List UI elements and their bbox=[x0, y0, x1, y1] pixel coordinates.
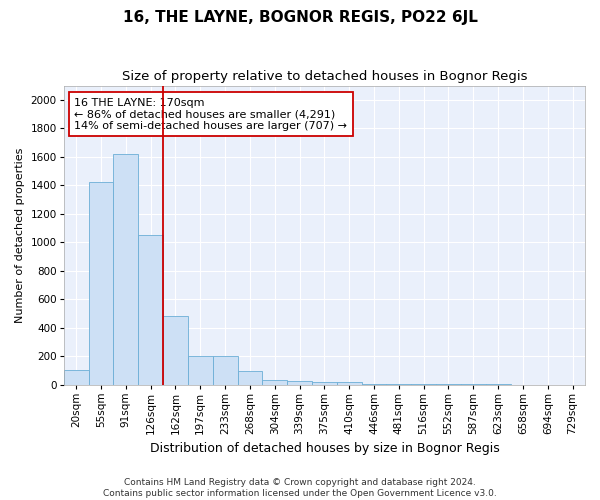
Bar bbox=[64, 370, 89, 384]
Title: Size of property relative to detached houses in Bognor Regis: Size of property relative to detached ho… bbox=[122, 70, 527, 83]
Bar bbox=[287, 381, 312, 384]
Bar bbox=[163, 316, 188, 384]
Bar bbox=[212, 356, 238, 384]
Bar bbox=[238, 371, 262, 384]
Text: 16, THE LAYNE, BOGNOR REGIS, PO22 6JL: 16, THE LAYNE, BOGNOR REGIS, PO22 6JL bbox=[122, 10, 478, 25]
Bar bbox=[138, 235, 163, 384]
Bar bbox=[188, 356, 212, 384]
Bar bbox=[113, 154, 138, 384]
Text: Contains HM Land Registry data © Crown copyright and database right 2024.
Contai: Contains HM Land Registry data © Crown c… bbox=[103, 478, 497, 498]
Bar bbox=[337, 382, 362, 384]
Text: 16 THE LAYNE: 170sqm
← 86% of detached houses are smaller (4,291)
14% of semi-de: 16 THE LAYNE: 170sqm ← 86% of detached h… bbox=[74, 98, 347, 130]
X-axis label: Distribution of detached houses by size in Bognor Regis: Distribution of detached houses by size … bbox=[149, 442, 499, 455]
Bar bbox=[89, 182, 113, 384]
Bar bbox=[262, 380, 287, 384]
Bar bbox=[312, 382, 337, 384]
Y-axis label: Number of detached properties: Number of detached properties bbox=[15, 148, 25, 323]
